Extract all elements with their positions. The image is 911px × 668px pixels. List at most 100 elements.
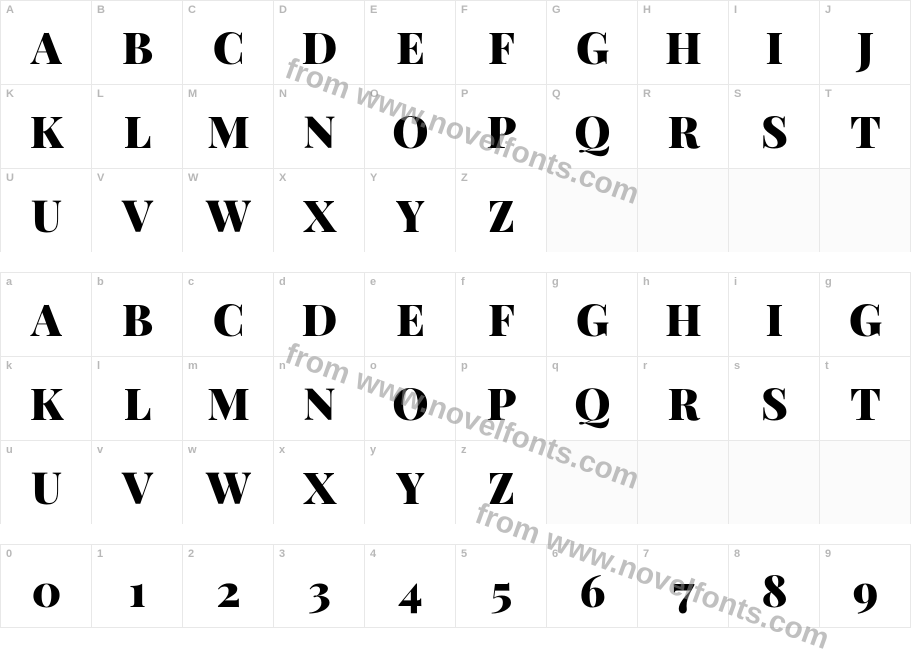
cell-glyph: R [668, 109, 699, 153]
glyph-cell[interactable]: zZ [456, 441, 547, 524]
cell-label: U [6, 172, 14, 184]
cell-label: P [461, 88, 469, 100]
glyph-row: UUVVWWXXYYZZ [0, 168, 911, 252]
glyph-cell[interactable]: oO [365, 357, 456, 440]
glyph-cell[interactable]: dD [274, 273, 365, 356]
glyph-cell[interactable]: gG [547, 273, 638, 356]
glyph-row: kKlLmMnNoOpPqQrRsStT [0, 356, 911, 440]
cell-glyph: T [850, 109, 880, 153]
glyph-cell[interactable]: YY [365, 169, 456, 252]
glyph-cell[interactable]: 33 [274, 545, 365, 627]
glyph-cell[interactable]: 22 [183, 545, 274, 627]
cell-glyph: W [206, 193, 249, 237]
glyph-cell[interactable]: QQ [547, 85, 638, 168]
glyph-cell[interactable]: II [729, 1, 820, 84]
glyph-cell[interactable]: WW [183, 169, 274, 252]
glyph-cell[interactable]: AA [0, 1, 92, 84]
cell-glyph: C [213, 25, 244, 69]
glyph-cell[interactable]: BB [92, 1, 183, 84]
glyph-cell[interactable]: HH [638, 1, 729, 84]
glyph-cell[interactable]: 55 [456, 545, 547, 627]
cell-label: 4 [370, 548, 376, 560]
cell-glyph: I [766, 297, 783, 341]
glyph-cell[interactable]: wW [183, 441, 274, 524]
glyph-cell[interactable]: hH [638, 273, 729, 356]
glyph-cell[interactable]: aA [0, 273, 92, 356]
cell-glyph: X [303, 193, 334, 237]
cell-glyph: 0 [32, 568, 61, 612]
glyph-cell[interactable]: XX [274, 169, 365, 252]
glyph-cell[interactable]: TT [820, 85, 911, 168]
glyph-cell[interactable]: NN [274, 85, 365, 168]
cell-glyph: S [761, 381, 787, 425]
glyph-cell[interactable]: CC [183, 1, 274, 84]
glyph-cell[interactable]: EE [365, 1, 456, 84]
cell-glyph: K [30, 109, 62, 153]
glyph-cell[interactable]: FF [456, 1, 547, 84]
character-map: AABBCCDDEEFFGGHHIIJJKKLLMMNNOOPPQQRRSSTT… [0, 0, 911, 668]
cell-label: S [734, 88, 742, 100]
glyph-cell[interactable]: eE [365, 273, 456, 356]
glyph-cell[interactable]: lL [92, 357, 183, 440]
glyph-cell[interactable]: xX [274, 441, 365, 524]
glyph-cell[interactable]: 11 [92, 545, 183, 627]
glyph-cell[interactable]: MM [183, 85, 274, 168]
cell-glyph: G [576, 297, 608, 341]
glyph-cell[interactable]: fF [456, 273, 547, 356]
glyph-cell[interactable]: OO [365, 85, 456, 168]
glyph-cell[interactable]: nN [274, 357, 365, 440]
cell-glyph: Z [488, 465, 514, 509]
cell-glyph: 6 [579, 568, 604, 612]
glyph-cell[interactable]: UU [0, 169, 92, 252]
cell-label: z [461, 444, 467, 456]
glyph-cell[interactable]: JJ [820, 1, 911, 84]
glyph-cell[interactable]: cC [183, 273, 274, 356]
glyph-cell[interactable]: rR [638, 357, 729, 440]
glyph-cell[interactable]: vV [92, 441, 183, 524]
glyph-cell[interactable]: bB [92, 273, 183, 356]
glyph-cell[interactable]: 88 [729, 545, 820, 627]
cell-glyph: M [207, 109, 248, 153]
glyph-cell[interactable]: PP [456, 85, 547, 168]
glyph-row: KKLLMMNNOOPPQQRRSSTT [0, 84, 911, 168]
glyph-cell[interactable]: gG [820, 273, 911, 356]
glyph-cell[interactable]: yY [365, 441, 456, 524]
glyph-cell[interactable]: 99 [820, 545, 911, 627]
cell-label: 9 [825, 548, 831, 560]
cell-glyph: X [303, 465, 334, 509]
cell-glyph: N [303, 109, 334, 153]
glyph-cell[interactable]: RR [638, 85, 729, 168]
cell-glyph: J [857, 25, 873, 69]
glyph-cell[interactable]: LL [92, 85, 183, 168]
glyph-cell[interactable]: VV [92, 169, 183, 252]
cell-label: X [279, 172, 287, 184]
glyph-cell[interactable]: SS [729, 85, 820, 168]
glyph-cell[interactable]: DD [274, 1, 365, 84]
cell-label: I [734, 4, 737, 16]
cell-label: k [6, 360, 12, 372]
glyph-cell[interactable]: 66 [547, 545, 638, 627]
glyph-cell[interactable]: sS [729, 357, 820, 440]
glyph-cell[interactable]: pP [456, 357, 547, 440]
cell-label: B [97, 4, 105, 16]
glyph-cell[interactable]: kK [0, 357, 92, 440]
glyph-cell[interactable]: uU [0, 441, 92, 524]
cell-label: u [6, 444, 13, 456]
cell-label: t [825, 360, 829, 372]
cell-label: 2 [188, 548, 194, 560]
glyph-cell[interactable]: qQ [547, 357, 638, 440]
cell-label: 6 [552, 548, 558, 560]
glyph-cell[interactable]: 00 [0, 545, 92, 627]
glyph-cell[interactable]: iI [729, 273, 820, 356]
glyph-cell[interactable]: 44 [365, 545, 456, 627]
glyph-cell[interactable]: tT [820, 357, 911, 440]
cell-label: b [97, 276, 104, 288]
glyph-cell[interactable]: mM [183, 357, 274, 440]
glyph-cell[interactable]: ZZ [456, 169, 547, 252]
cell-glyph: Y [396, 465, 423, 509]
glyph-cell[interactable]: KK [0, 85, 92, 168]
cell-label: i [734, 276, 737, 288]
glyph-cell[interactable]: GG [547, 1, 638, 84]
cell-glyph: E [396, 297, 424, 341]
glyph-cell[interactable]: 77 [638, 545, 729, 627]
